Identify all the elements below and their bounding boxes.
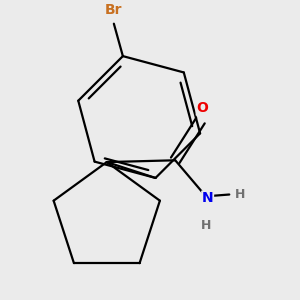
Text: N: N bbox=[202, 191, 214, 205]
Text: Br: Br bbox=[105, 3, 123, 17]
Text: H: H bbox=[235, 188, 245, 201]
Text: O: O bbox=[196, 101, 208, 115]
Text: H: H bbox=[201, 219, 211, 232]
